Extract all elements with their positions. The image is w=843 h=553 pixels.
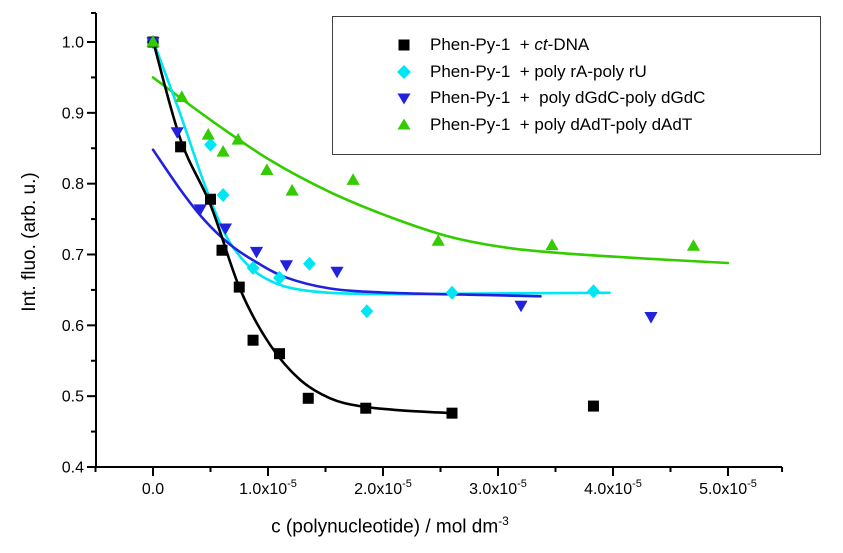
data-point	[274, 348, 285, 360]
data-point	[273, 270, 286, 285]
y-tick-label: 0.6	[62, 318, 84, 335]
data-point	[545, 238, 559, 251]
fit-curve-poly-dgdc-poly-dgdc	[151, 148, 542, 298]
data-point	[330, 266, 344, 279]
data-point	[146, 35, 160, 47]
legend-item-poly-ra-poly-ru: Phen-Py-1 + poly rA-poly rU	[333, 59, 820, 86]
tick-labels: 1.0 0.9 0.8 0.7 0.6 0.5 0.4 0.0 1.0x10-5 2.0x10-5…	[62, 35, 757, 499]
axes	[87, 11, 784, 476]
square-marker-icon	[398, 39, 410, 51]
legend-item-ct-dna: Phen-Py-1 + ct-DNA	[333, 32, 820, 59]
triangle-up-marker-icon	[397, 118, 411, 130]
x-tick-label: 2.0x10-5	[354, 478, 412, 498]
data-point	[216, 145, 230, 157]
x-axis-title: c (polynucleotide) / mol dm-3	[0, 514, 780, 538]
x-tick-label: 4.0x10-5	[584, 478, 642, 498]
y-axis-title: Int. fluo. (arb. u.)	[19, 172, 40, 312]
legend-item-poly-dadt-poly-dadt: Phen-Py-1 + poly dAdT-poly dAdT	[333, 112, 820, 139]
data-point	[279, 260, 293, 272]
points-poly-dadt-poly-dadt	[146, 35, 701, 251]
legend-label-ct-dna: Phen-Py-1 + ct-DNA	[430, 35, 590, 55]
triangle-down-marker-icon	[397, 93, 411, 105]
data-point	[587, 400, 599, 412]
y-tick-label: 0.4	[62, 460, 84, 477]
data-point	[360, 304, 374, 319]
data-point	[445, 285, 459, 300]
y-tick-label: 0.7	[62, 247, 84, 264]
x-tick-label: 0.0	[142, 481, 164, 498]
x-axis-title-text: c (polynucleotide) / mol dm	[271, 516, 499, 538]
legend-label-poly-dadt-poly-dadt: Phen-Py-1 + poly dAdT-poly dAdT	[430, 114, 693, 134]
data-point	[249, 246, 264, 259]
legend-item-poly-dgdc-poly-dgdc: Phen-Py-1 + poly dGdC-poly dGdC	[333, 85, 820, 112]
x-tick-label: 1.0x10-5	[239, 478, 297, 498]
data-point	[175, 141, 187, 153]
data-point	[246, 261, 260, 275]
data-point	[170, 127, 184, 139]
data-point	[431, 234, 445, 246]
data-point	[587, 284, 600, 299]
data-point	[514, 300, 528, 313]
data-point	[360, 402, 372, 414]
legend: Phen-Py-1 + ct-DNA Phen-Py-1 + poly rA-po…	[332, 16, 821, 155]
data-point	[446, 407, 458, 419]
points-ct-dna	[147, 36, 599, 419]
legend-label-poly-dgdc-poly-dgdc: Phen-Py-1 + poly dGdC-poly dGdC	[430, 88, 706, 108]
data-point	[686, 239, 701, 251]
data-point	[204, 137, 217, 152]
data-point	[303, 256, 316, 271]
data-point	[233, 281, 245, 293]
y-tick-label: 0.5	[62, 389, 84, 406]
y-tick-label: 0.9	[62, 105, 84, 122]
data-point	[346, 173, 360, 185]
data-point	[285, 183, 299, 196]
x-tick-label: 3.0x10-5	[469, 478, 527, 498]
legend-label-poly-ra-poly-ru: Phen-Py-1 + poly rA-poly rU	[430, 61, 647, 81]
y-tick-label: 1.0	[62, 35, 84, 52]
data-point	[218, 223, 232, 236]
data-point	[193, 204, 207, 216]
data-point	[216, 188, 230, 202]
data-point	[302, 392, 314, 404]
data-point	[205, 193, 216, 205]
data-point	[231, 132, 245, 145]
data-point	[201, 128, 215, 140]
x-tick-label: 5.0x10-5	[699, 478, 757, 498]
data-point	[247, 334, 259, 346]
diamond-marker-icon	[397, 64, 411, 79]
data-point	[216, 244, 228, 256]
data-point	[175, 90, 189, 102]
data-point	[260, 163, 274, 175]
y-tick-label: 0.8	[62, 176, 84, 193]
x-axis-title-exponent: -3	[498, 514, 509, 528]
data-point	[644, 312, 658, 324]
